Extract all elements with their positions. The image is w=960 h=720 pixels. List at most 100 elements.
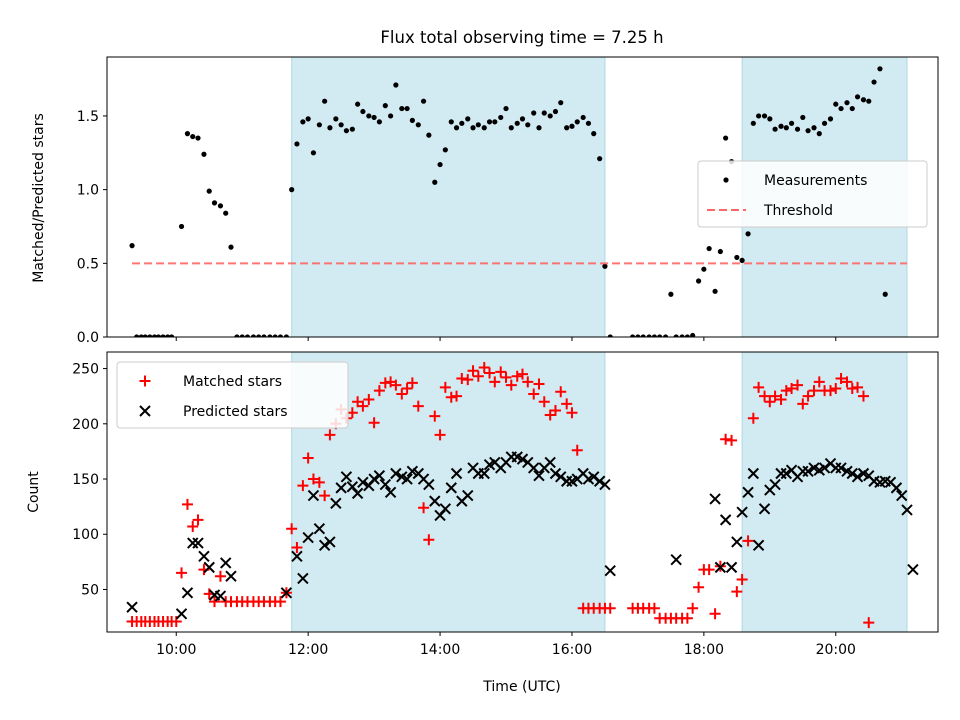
counts-matched-stars-point (286, 523, 298, 535)
ratio-measurements-point (519, 116, 526, 122)
counts-matched-stars-point (324, 429, 336, 441)
ratio-series-group (129, 66, 908, 337)
ratio-measurements-point (349, 126, 355, 132)
counts-predicted-stars-point (187, 537, 199, 549)
counts-matched-stars-point (571, 444, 583, 456)
counts-matched-stars-point (797, 398, 809, 410)
ratio-measurements-point (854, 94, 861, 100)
counts-matched-stars-point (472, 370, 484, 382)
ratio-measurements-point (448, 119, 454, 125)
counts-predicted-stars-point (818, 462, 831, 474)
counts-matched-stars-point (528, 388, 540, 400)
ratio-measurements-point (531, 110, 537, 116)
counts-matched-stars-point (846, 382, 858, 394)
ratio-measurements-point (147, 334, 153, 337)
ratio-legend-label: Threshold (763, 203, 833, 219)
counts-predicted-stars-point (588, 471, 600, 483)
counts-predicted-stars-point (670, 553, 682, 566)
counts-y-tick-label: 250 (72, 362, 99, 378)
ratio-legend: Measurements Threshold (697, 160, 928, 228)
counts-matched-stars-point (549, 405, 561, 417)
ratio-measurements-point (772, 126, 778, 132)
counts-predicted-stars-point (709, 493, 721, 505)
x-tick-label: 12:00 (288, 642, 328, 658)
ratio-measurements-point (261, 334, 267, 337)
counts-predicted-stars-point (384, 486, 397, 498)
ratio-measurements-point (256, 334, 262, 337)
counts-matched-stars-point (736, 574, 748, 586)
ratio-measurements-point (420, 98, 427, 104)
ratio-measurements-point (481, 125, 487, 131)
counts-predicted-stars-point (379, 478, 392, 491)
chart-title: Flux total observing time = 7.25 h (380, 28, 663, 47)
ratio-measurements-point (800, 114, 806, 121)
counts-predicted-stars-point (747, 467, 760, 480)
x-tick-label: 16:00 (552, 642, 592, 658)
ratio-measurements-point (426, 132, 432, 138)
counts-predicted-stars-point (335, 482, 347, 494)
counts-predicted-stars-point (340, 471, 353, 483)
ratio-measurements-point (871, 79, 877, 85)
counts-predicted-stars-point (406, 465, 419, 477)
ratio-measurements-point (690, 332, 696, 337)
counts-predicted-stars-point (198, 550, 210, 563)
counts-matched-stars-point (857, 390, 869, 402)
ratio-measurements-point (635, 334, 641, 337)
counts-matched-stars-point (792, 379, 804, 391)
counts-predicted-stars-point (203, 561, 215, 574)
ratio-measurements-point (223, 210, 229, 216)
ratio-measurements-series (129, 66, 888, 337)
counts-matched-stars-point (841, 376, 853, 388)
ratio-measurements-point (734, 254, 740, 261)
ratio-measurements-point (442, 147, 448, 153)
counts-predicted-stars-point (126, 601, 138, 613)
counts-predicted-stars-point (846, 467, 858, 480)
ratio-measurements-point (333, 116, 339, 122)
ratio-measurements-point (750, 120, 756, 126)
ratio-measurements-point (882, 291, 888, 297)
ratio-measurements-point (129, 243, 135, 249)
ratio-measurements-point (305, 116, 311, 122)
counts-matched-stars-point (418, 502, 430, 514)
counts-matched-stars-point (313, 476, 325, 488)
ratio-measurements-point (217, 203, 224, 209)
ratio-measurements-point (360, 108, 366, 115)
ratio-measurements-point (211, 200, 218, 206)
counts-matched-stars-point (390, 379, 402, 391)
ratio-measurements-point (640, 334, 646, 337)
ratio-measurements-point (844, 100, 850, 106)
counts-matched-stars-point (478, 361, 490, 373)
counts-matched-stars-point (396, 388, 408, 400)
ratio-measurements-point (355, 101, 361, 107)
counts-matched-stars-point (429, 410, 441, 422)
ratio-measurements-point (409, 117, 415, 123)
ratio-measurements-point (244, 334, 251, 337)
counts-predicted-stars-point (462, 489, 474, 502)
ratio-measurements-point (536, 125, 542, 131)
ratio-measurements-point (272, 334, 278, 337)
counts-matched-stars-point (522, 376, 534, 388)
ratio-measurements-point (239, 334, 245, 337)
counts-predicted-stars-point (423, 478, 435, 491)
counts-matched-stars-point (484, 367, 496, 379)
counts-predicted-stars-point (181, 587, 194, 599)
counts-matched-stars-series (126, 361, 875, 629)
counts-matched-stars-point (291, 542, 303, 554)
counts-predicted-stars-point (731, 536, 743, 548)
ratio-measurements-point (453, 125, 460, 131)
counts-matched-stars-point (192, 514, 204, 526)
counts-predicted-stars-point (604, 564, 616, 577)
counts-predicted-stars-point (758, 503, 771, 515)
ratio-y-tick-label: 0.5 (77, 256, 99, 272)
counts-matched-stars-point (566, 407, 578, 419)
counts-predicted-stars-point (307, 489, 320, 502)
counts-predicted-stars-point (533, 470, 545, 482)
counts-legend-label: Predicted stars (183, 404, 288, 420)
ratio-measurements-point (393, 82, 399, 88)
counts-matched-stars-point (786, 382, 798, 394)
counts-predicted-stars-point (769, 478, 781, 491)
counts-y-tick-label: 50 (81, 582, 99, 598)
ratio-measurements-point (289, 187, 295, 193)
ratio-measurements-point (668, 291, 674, 297)
